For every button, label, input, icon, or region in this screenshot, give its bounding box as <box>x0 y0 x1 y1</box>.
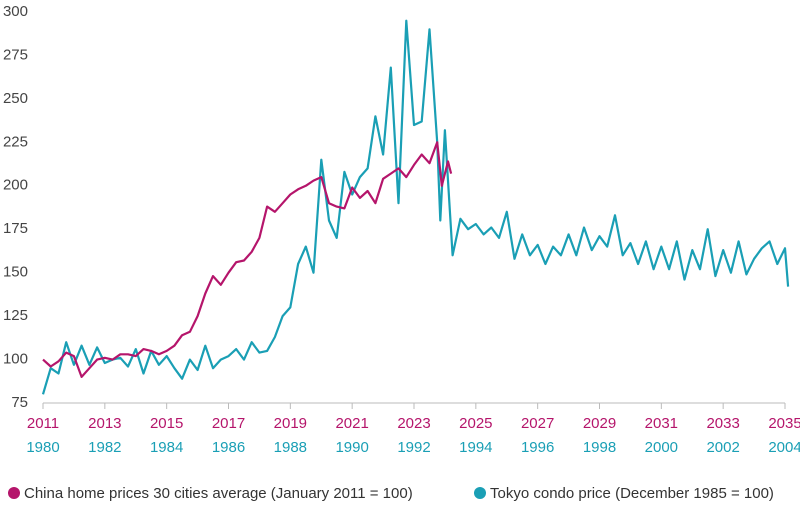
y-tick-label: 250 <box>3 90 28 107</box>
y-tick-label: 275 <box>3 46 28 63</box>
x-tick-label: 2011 <box>27 415 59 432</box>
legend-label: China home prices 30 cities average (Jan… <box>24 485 413 502</box>
x-tick-label: 2019 <box>274 415 307 432</box>
x2-tick-label: 1980 <box>26 439 59 456</box>
line <box>42 141 453 378</box>
x2-tick-label: 2000 <box>645 439 678 456</box>
x-tick-label: 2031 <box>645 415 678 432</box>
x-tick-label: 2029 <box>583 415 616 432</box>
y-tick-label: 100 <box>3 351 28 368</box>
x2-tick-label: 1988 <box>274 439 307 456</box>
x2-tick-label: 1982 <box>88 439 121 456</box>
x-tick-label: 2017 <box>212 415 245 432</box>
x2-tick-label: 1986 <box>212 439 245 456</box>
x-tick-label: 2035 <box>768 415 800 432</box>
x-tick-label: 2015 <box>150 415 183 432</box>
x2-tick-label: 1996 <box>521 439 554 456</box>
legend-marker <box>474 487 486 499</box>
y-tick-label: 175 <box>3 220 28 237</box>
legend-label: Tokyo condo price (December 1985 = 100) <box>490 485 774 502</box>
x-tick-label: 2013 <box>88 415 121 432</box>
y-tick-label: 200 <box>3 177 28 194</box>
legend-marker <box>8 487 20 499</box>
x-tick-label: 2027 <box>521 415 554 432</box>
x2-tick-label: 2004 <box>768 439 800 456</box>
x2-tick-label: 1984 <box>150 439 183 456</box>
x-tick-label: 2025 <box>459 415 492 432</box>
x2-tick-label: 1992 <box>397 439 430 456</box>
x2-tick-label: 1990 <box>335 439 368 456</box>
y-tick-label: 125 <box>3 307 28 324</box>
x-tick-label: 2021 <box>335 415 368 432</box>
y-tick-label: 225 <box>3 133 28 150</box>
x-tick-label: 2033 <box>706 415 739 432</box>
y-tick-label: 300 <box>3 3 28 20</box>
x2-tick-label: 1998 <box>583 439 616 456</box>
line <box>41 19 790 395</box>
x2-tick-label: 1994 <box>459 439 492 456</box>
x2-tick-label: 2002 <box>706 439 739 456</box>
y-tick-label: 150 <box>3 264 28 281</box>
x-tick-label: 2023 <box>397 415 430 432</box>
y-tick-label: 75 <box>11 394 28 411</box>
